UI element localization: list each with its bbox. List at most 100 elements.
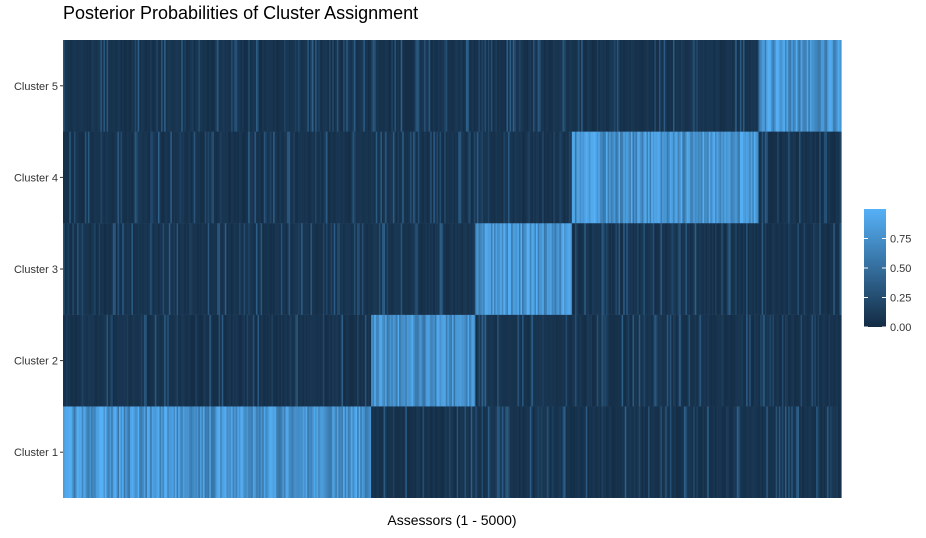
chart-title: Posterior Probabilities of Cluster Assig… (63, 3, 419, 23)
heatmap-cell (416, 131, 419, 224)
heatmap-cell (63, 131, 66, 224)
heatmap-cell (800, 40, 803, 132)
heatmap-cell (830, 40, 833, 132)
heatmap-cell (444, 131, 447, 224)
heatmap-cell (469, 406, 472, 498)
heatmap-cell (564, 131, 567, 224)
heatmap-cell (318, 314, 321, 407)
heatmap-cell (134, 314, 137, 407)
heatmap-cell (220, 223, 223, 315)
heatmap-cell (105, 131, 108, 224)
heatmap-cell (64, 406, 67, 498)
heatmap-cell (722, 406, 725, 498)
heatmap-cell (772, 40, 775, 132)
heatmap-cell (469, 223, 472, 315)
heatmap-cell (123, 40, 126, 132)
heatmap-cell (70, 223, 73, 315)
heatmap-cell (395, 40, 399, 132)
heatmap-cell (612, 131, 615, 224)
heatmap-cell (612, 40, 615, 132)
heatmap-cell (553, 131, 556, 224)
heatmap-cell (131, 406, 134, 498)
heatmap-cell (685, 406, 688, 498)
heatmap-cell (694, 406, 697, 498)
heatmap-cell (83, 314, 86, 407)
heatmap-cell (517, 131, 520, 224)
heatmap-cell (377, 131, 380, 224)
heatmap-cell (207, 314, 210, 407)
heatmap-cell (97, 223, 100, 315)
heatmap-cell (805, 131, 808, 224)
heatmap-cell (157, 40, 161, 132)
heatmap-cell (792, 40, 795, 132)
heatmap-cell (86, 131, 89, 224)
heatmap-cell (500, 406, 503, 498)
heatmap-cell (472, 223, 475, 315)
heatmap-cell (218, 314, 221, 407)
heatmap-cell (540, 40, 543, 132)
heatmap-cell (788, 314, 791, 407)
heatmap-cell (467, 40, 470, 132)
heatmap-cell (164, 40, 167, 132)
heatmap-cell (413, 314, 416, 407)
heatmap-cell (708, 406, 711, 498)
heatmap-cell (691, 131, 694, 224)
heatmap-cell (86, 40, 89, 132)
heatmap-cell (816, 40, 819, 132)
heatmap-cell (255, 40, 259, 132)
heatmap-cell (769, 40, 772, 132)
heatmap-cell (707, 223, 710, 315)
heatmap-cell (830, 131, 833, 224)
heatmap-cell (420, 40, 424, 132)
heatmap-cell (490, 131, 494, 224)
heatmap-cell (165, 406, 168, 498)
heatmap-cell (466, 406, 469, 498)
heatmap-cell (238, 314, 241, 407)
heatmap-cell (766, 40, 769, 132)
heatmap-cell (721, 406, 724, 498)
heatmap-cell (489, 131, 492, 224)
heatmap-cell (274, 131, 277, 224)
heatmap-cell (655, 223, 658, 315)
heatmap-cell (291, 406, 294, 498)
heatmap-cell (576, 314, 579, 407)
heatmap-cell (447, 314, 450, 407)
heatmap-cell (287, 406, 290, 498)
heatmap-cell (609, 131, 612, 224)
heatmap-cell (543, 131, 546, 224)
heatmap-cell (506, 223, 509, 315)
heatmap-cell (422, 314, 425, 407)
heatmap-cell (252, 131, 255, 224)
heatmap-cell (220, 131, 223, 224)
heatmap-cell (786, 40, 789, 132)
heatmap-cell (582, 406, 585, 498)
heatmap-cell (546, 223, 550, 315)
heatmap-cell (271, 223, 274, 315)
heatmap-cell (464, 314, 467, 407)
heatmap-cell (792, 223, 795, 315)
heatmap-cell (279, 314, 282, 407)
heatmap-cell (123, 131, 126, 224)
heatmap-cell (91, 314, 94, 407)
heatmap-cell (92, 314, 95, 407)
heatmap-cell (311, 131, 315, 224)
heatmap-cell (67, 314, 70, 407)
heatmap-cell (487, 40, 490, 132)
heatmap-cell (338, 223, 341, 315)
heatmap-cell (279, 406, 282, 498)
heatmap-cell (672, 223, 676, 315)
heatmap-cell (101, 131, 105, 224)
heatmap-cell (386, 223, 389, 315)
heatmap-cell (221, 314, 224, 407)
heatmap-cell (276, 131, 279, 224)
heatmap-cell (593, 223, 596, 315)
heatmap-cell (528, 314, 531, 407)
heatmap-cell (389, 314, 392, 407)
heatmap-cell (179, 40, 182, 132)
heatmap-cell (448, 314, 452, 407)
heatmap-cell (423, 40, 427, 132)
heatmap-cell (101, 223, 105, 315)
heatmap-cell (274, 314, 277, 407)
heatmap-cell (210, 223, 213, 315)
heatmap-cell (363, 223, 366, 315)
